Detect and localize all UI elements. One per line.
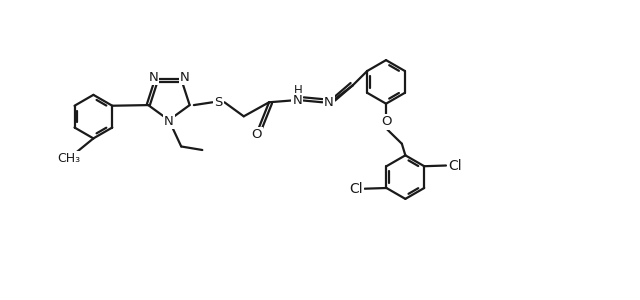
Text: N: N <box>164 116 174 128</box>
Text: Cl: Cl <box>448 158 461 172</box>
Text: S: S <box>214 96 223 109</box>
Text: N: N <box>148 71 158 84</box>
Text: N: N <box>324 96 333 109</box>
Text: N: N <box>180 71 189 84</box>
Text: O: O <box>252 128 262 141</box>
Text: Cl: Cl <box>349 182 363 196</box>
Text: N: N <box>292 94 302 107</box>
Text: CH₃: CH₃ <box>57 152 81 165</box>
Text: H: H <box>294 84 302 97</box>
Text: O: O <box>381 116 391 128</box>
